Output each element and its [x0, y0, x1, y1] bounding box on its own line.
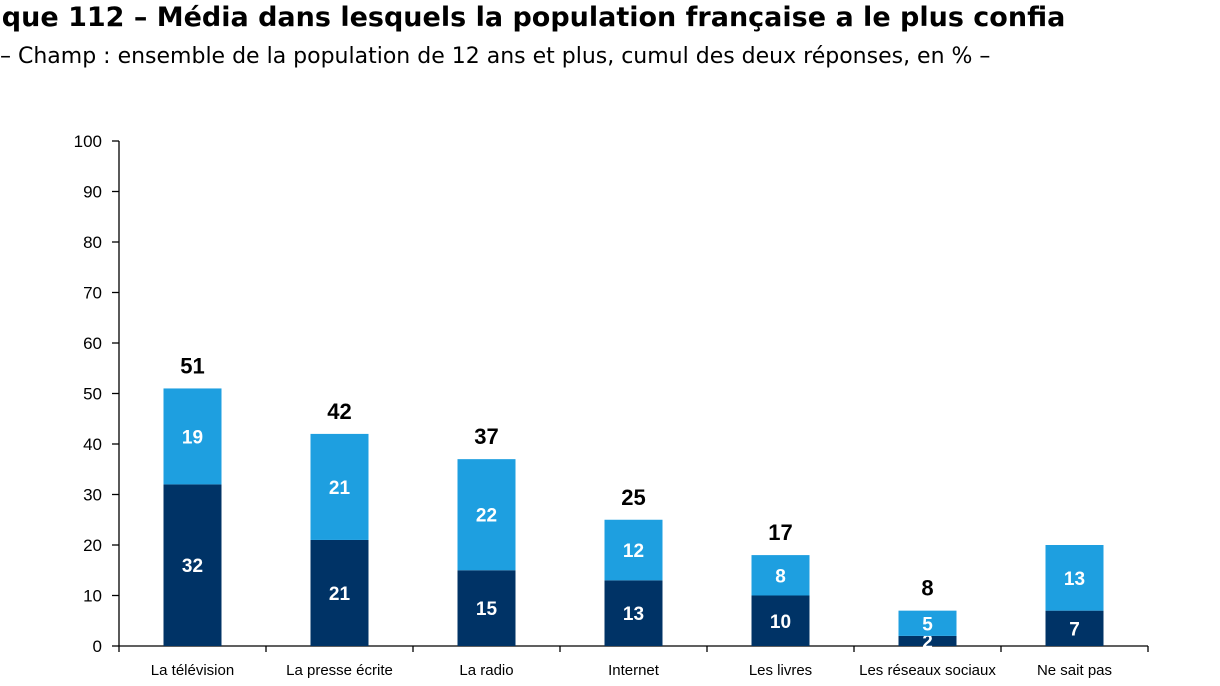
bar-value-label: 21 [329, 478, 351, 499]
y-tick-label: 30 [83, 486, 102, 505]
bar-value-label: 15 [476, 599, 498, 620]
bar-total-label: 51 [180, 353, 204, 378]
y-tick-label: 0 [93, 637, 102, 656]
bar-segment [1045, 610, 1104, 646]
y-tick-label: 20 [83, 536, 102, 555]
bar-value-label: 5 [922, 614, 933, 635]
y-tick-label: 90 [83, 183, 102, 202]
bar-segment [457, 459, 516, 571]
bar-value-label: 13 [623, 604, 644, 625]
bar-total-label: 42 [327, 399, 351, 424]
x-category-label: La presse écrite [286, 662, 393, 679]
bar-value-label: 12 [623, 541, 644, 562]
bar-value-label: 8 [775, 566, 786, 587]
bar-segment [310, 539, 369, 646]
y-tick-label: 40 [83, 435, 102, 454]
bar-segment [457, 570, 516, 646]
y-tick-label: 70 [83, 284, 102, 303]
x-category-label: La radio [459, 662, 513, 679]
x-category-label: Les réseaux sociaux [859, 662, 996, 679]
y-tick-label: 100 [74, 132, 102, 151]
y-tick-label: 60 [83, 334, 102, 353]
bar-segment [604, 519, 663, 581]
bar-segment [163, 484, 222, 646]
bar-value-label: 13 [1064, 569, 1085, 590]
y-tick-label: 80 [83, 233, 102, 252]
bar-value-label: 21 [329, 584, 351, 605]
x-category-label: Internet [608, 662, 660, 679]
bar-total-label: 8 [921, 576, 933, 601]
bar-value-label: 22 [476, 506, 497, 527]
x-category-label: La télévision [151, 662, 234, 679]
x-category-label: Ne sait pas [1037, 662, 1112, 679]
y-tick-label: 10 [83, 587, 102, 606]
bar-segment [604, 580, 663, 646]
bar-total-label: 37 [474, 424, 498, 449]
chart-title: phique 112 – Média dans lesquels la popu… [0, 2, 1066, 33]
bar-total-label: 17 [768, 520, 792, 545]
bar-value-label: 7 [1069, 619, 1080, 640]
bar-total-label: 25 [621, 485, 645, 510]
bar-value-label: 2 [922, 632, 933, 653]
bar-segment [1045, 545, 1104, 611]
bar-segment [898, 610, 957, 636]
bar-segment [310, 433, 369, 540]
bar-segment [898, 635, 957, 646]
bar-segment [751, 595, 810, 646]
chart-subtitle: – Champ : ensemble de la population de 1… [0, 44, 991, 69]
y-tick-label: 50 [83, 385, 102, 404]
bar-segment [163, 388, 222, 485]
bar-segment [751, 555, 810, 596]
bar-value-label: 19 [182, 427, 203, 448]
bar-value-label: 10 [770, 612, 791, 633]
bar-value-label: 32 [182, 556, 203, 577]
x-category-label: Les livres [749, 662, 812, 679]
